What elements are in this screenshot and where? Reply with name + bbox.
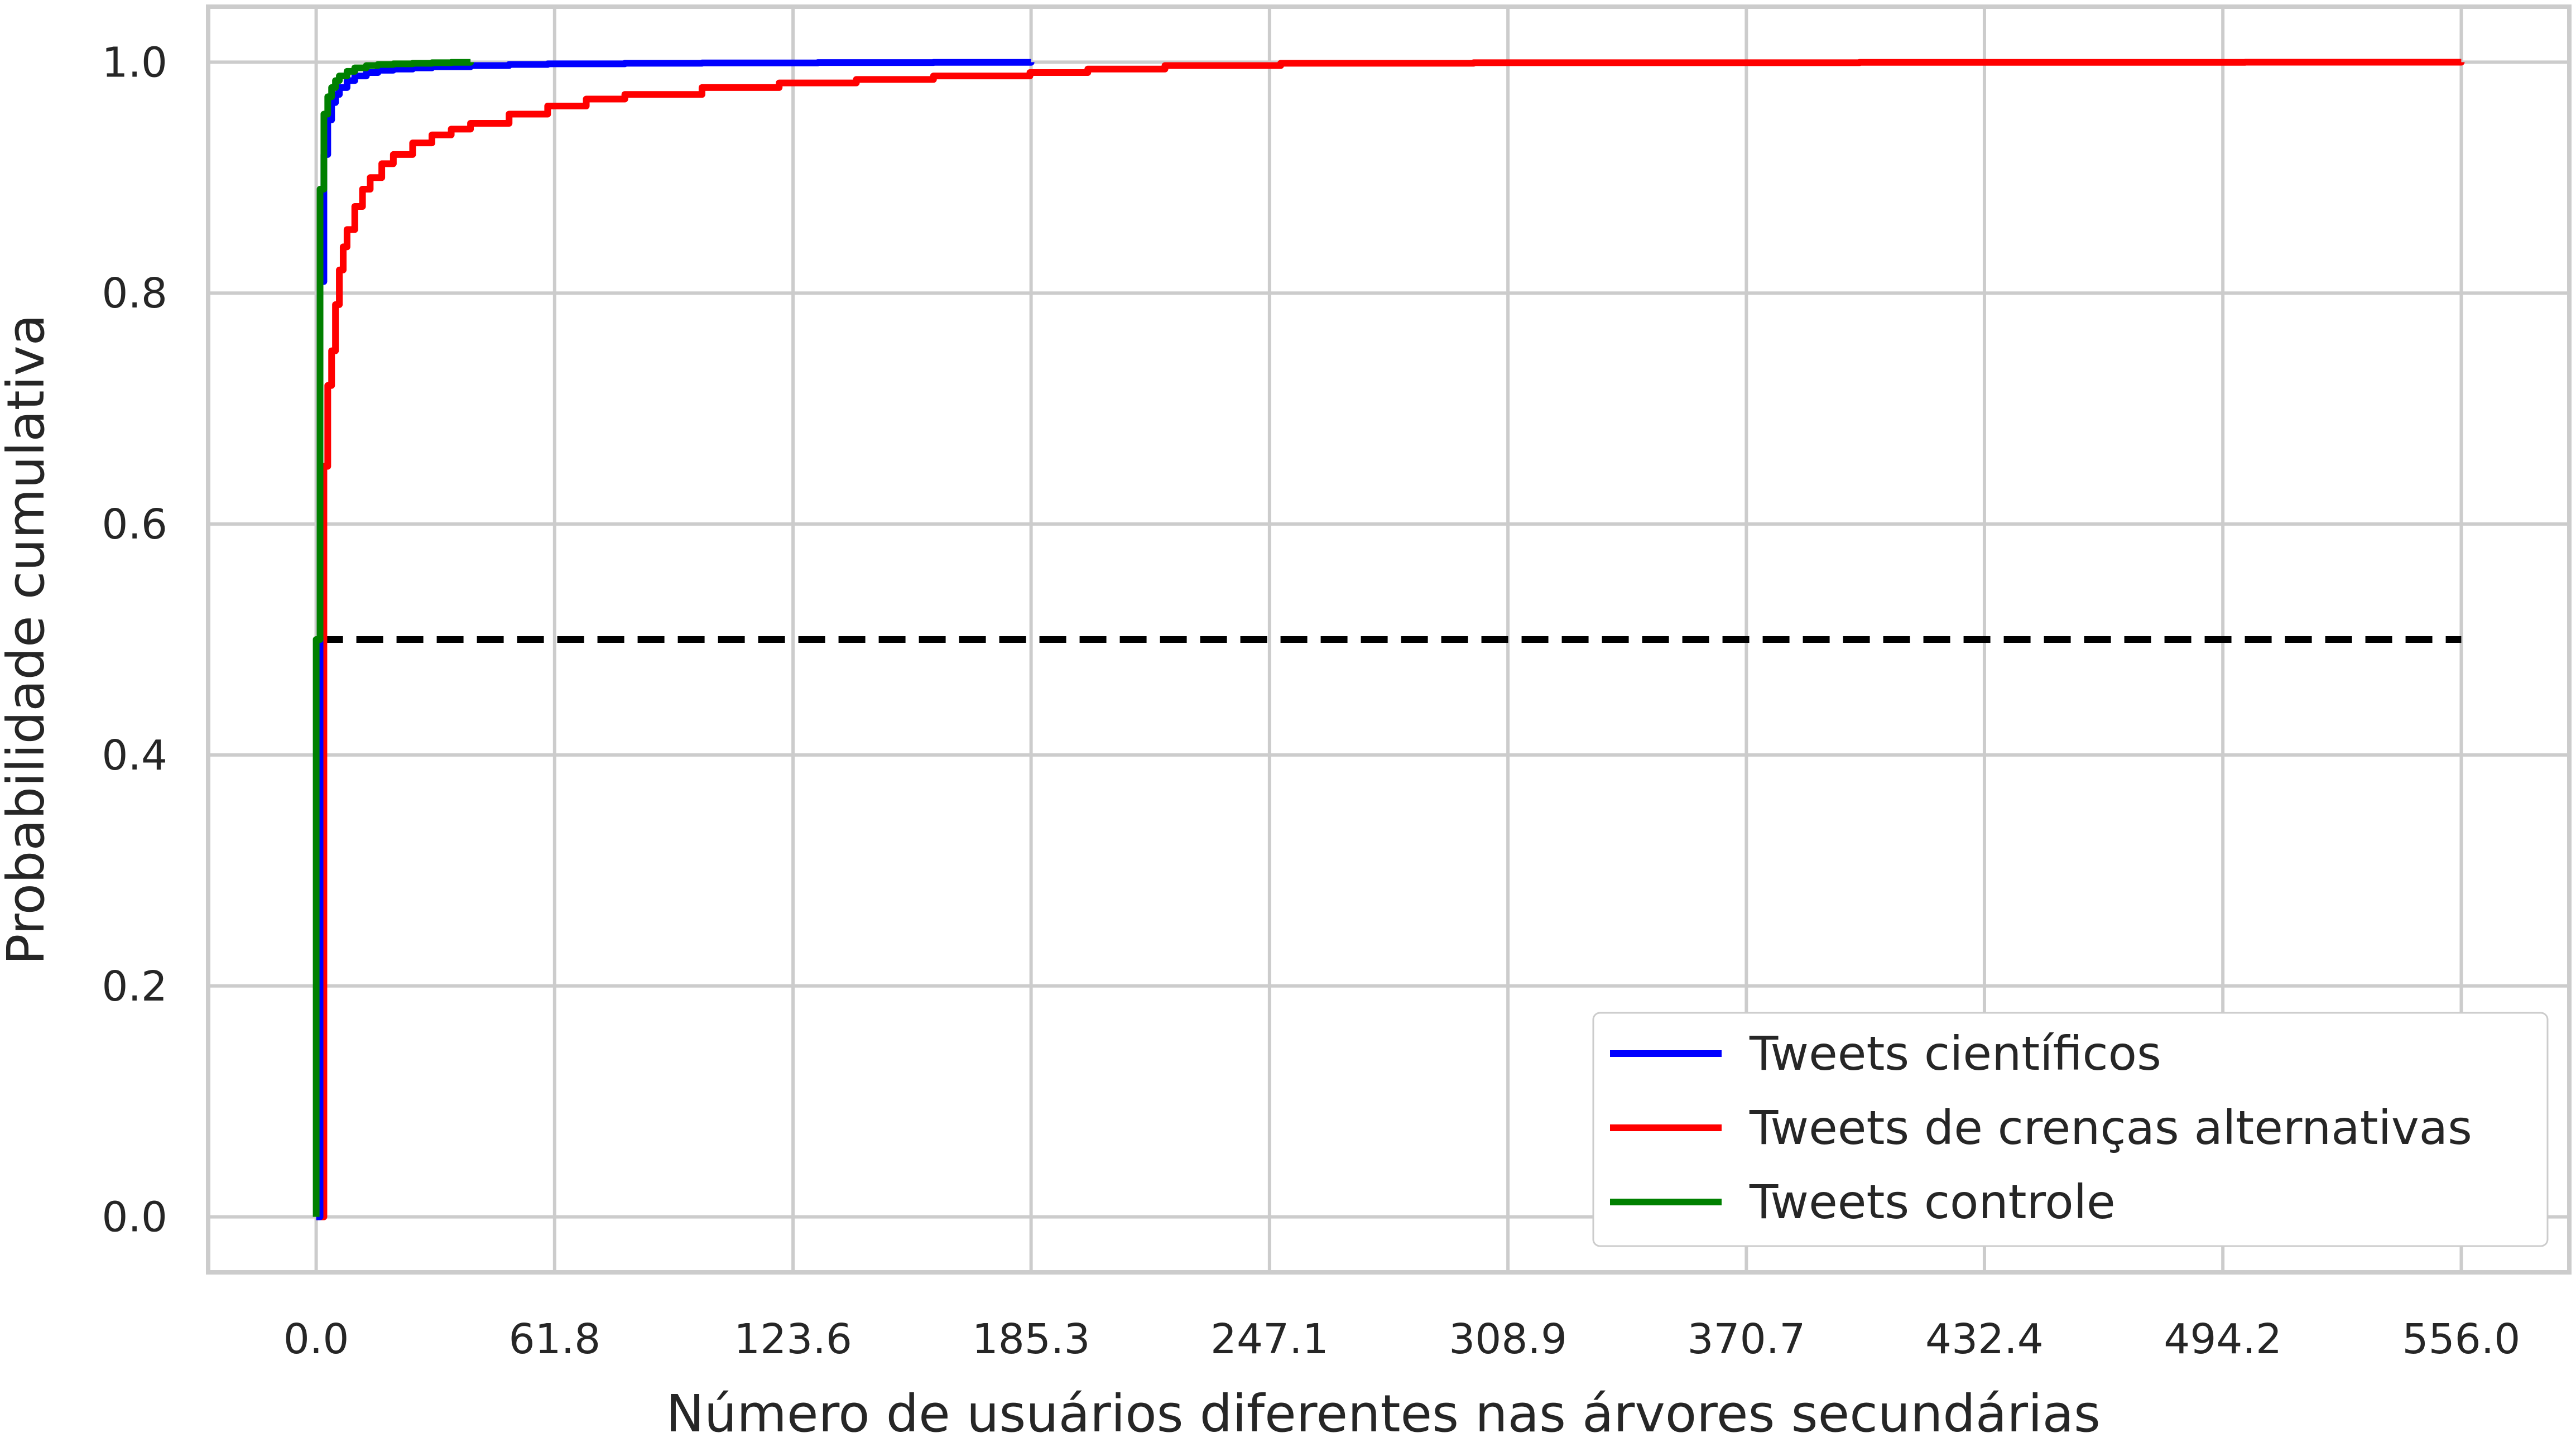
legend-entry-label: Tweets científicos bbox=[1749, 1026, 2161, 1081]
y-tick-label: 0.2 bbox=[102, 963, 167, 1011]
y-tick-labels: 0.0 0.2 0.4 0.6 0.8 1.0 bbox=[102, 39, 167, 1241]
y-tick-label: 0.8 bbox=[102, 270, 167, 318]
x-tick-label: 61.8 bbox=[508, 1315, 600, 1363]
plot-area-frame bbox=[206, 4, 2572, 1275]
legend-box bbox=[1592, 1012, 2549, 1247]
series-line bbox=[313, 59, 474, 1217]
series-lines bbox=[313, 59, 2465, 1220]
x-tick-label: 123.6 bbox=[734, 1315, 852, 1363]
legend: Tweets científicos Tweets de crenças alte… bbox=[1592, 1012, 2549, 1247]
y-tick-label: 0.0 bbox=[102, 1194, 167, 1242]
y-tick-label: 1.0 bbox=[102, 39, 167, 86]
x-tick-label: 0.0 bbox=[283, 1315, 349, 1363]
series-line bbox=[316, 59, 1035, 1220]
x-tick-label: 370.7 bbox=[1687, 1315, 1805, 1363]
x-tick-label: 494.2 bbox=[2164, 1315, 2282, 1363]
y-tick-label: 0.4 bbox=[102, 732, 167, 780]
legend-entry-label: Tweets de crenças alternativas bbox=[1749, 1100, 2472, 1155]
x-tick-label: 247.1 bbox=[1210, 1315, 1329, 1363]
x-tick-label: 308.9 bbox=[1449, 1315, 1567, 1363]
series-line bbox=[316, 59, 2465, 1220]
legend-entry-label: Tweets controle bbox=[1749, 1175, 2116, 1229]
y-tick-label: 0.6 bbox=[102, 501, 167, 549]
x-tick-labels: 0.0 61.8 123.6 185.3 247.1 308.9 370.7 432.4 494… bbox=[283, 1315, 2521, 1363]
y-axis-label: Probabilidade cumulativa bbox=[0, 314, 56, 965]
x-tick-label: 432.4 bbox=[1925, 1315, 2044, 1363]
x-axis-label: Número de usuários diferentes nas árvore… bbox=[666, 1384, 2101, 1444]
x-tick-label: 185.3 bbox=[972, 1315, 1090, 1363]
x-tick-label: 556.0 bbox=[2402, 1315, 2520, 1363]
